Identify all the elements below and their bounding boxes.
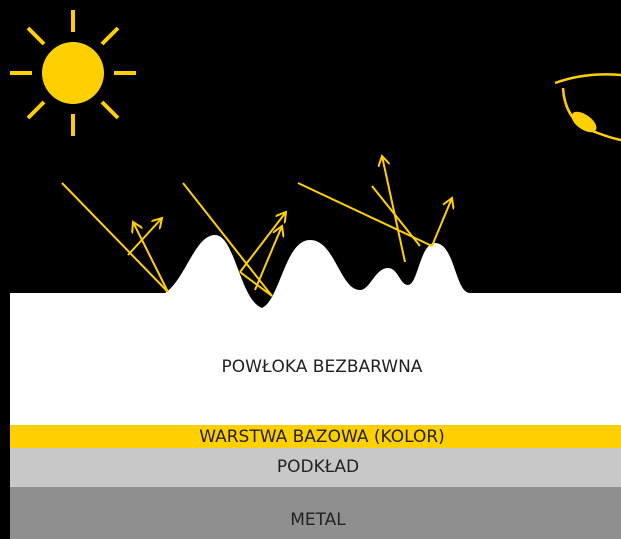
primer-label: PODKŁAD [277,457,359,477]
clear-coat-label: POWŁOKA BEZBARWNA [222,357,423,377]
base-coat-label: WARSTWA BAZOWA (KOLOR) [199,427,445,447]
diagram: POWŁOKA BEZBARWNA WARSTWA BAZOWA (KOLOR)… [0,0,621,539]
sun [10,10,136,136]
metal-label: METAL [290,510,346,530]
